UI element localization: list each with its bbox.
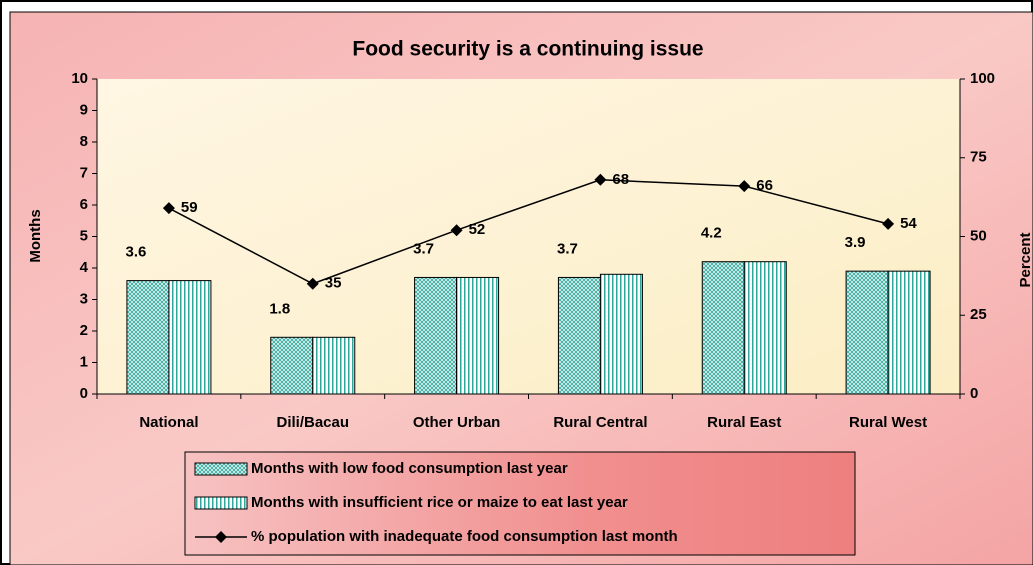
x-tick-label: Rural East bbox=[707, 414, 781, 431]
data-label: 66 bbox=[756, 177, 773, 194]
x-tick-label: Rural West bbox=[849, 414, 927, 431]
bar bbox=[126, 280, 170, 395]
y-axis-label: Months bbox=[27, 209, 44, 262]
y-tick-label: 9 bbox=[80, 101, 88, 118]
data-label: 1.8 bbox=[269, 300, 290, 317]
y2-axis-label: Percent bbox=[1017, 232, 1033, 287]
chart-title: Food security is a continuing issue bbox=[352, 38, 703, 61]
x-tick-label: Rural Central bbox=[553, 414, 647, 431]
marker bbox=[594, 173, 607, 186]
y-tick-label: 5 bbox=[80, 227, 88, 244]
y-tick-label: 10 bbox=[71, 70, 88, 87]
bar bbox=[312, 336, 356, 395]
legend-label: % population with inadequate food consum… bbox=[251, 528, 678, 545]
data-label: 52 bbox=[469, 221, 486, 238]
bar bbox=[845, 270, 889, 395]
y-tick-label: 3 bbox=[80, 290, 88, 307]
y2-tick-label: 25 bbox=[970, 306, 987, 323]
bar bbox=[887, 270, 931, 395]
legend-marker bbox=[215, 531, 227, 543]
data-label: 3.6 bbox=[125, 244, 146, 261]
data-label: 3.7 bbox=[557, 240, 578, 257]
y-tick-label: 2 bbox=[80, 322, 88, 339]
x-tick-label: Dili/Bacau bbox=[276, 414, 349, 431]
y-tick-label: 8 bbox=[80, 133, 88, 150]
marker bbox=[450, 224, 463, 237]
bar bbox=[168, 280, 212, 395]
marker bbox=[306, 277, 319, 290]
y-tick-label: 6 bbox=[80, 196, 88, 213]
y2-tick-label: 75 bbox=[970, 149, 987, 166]
bar bbox=[599, 273, 643, 395]
bar bbox=[743, 261, 787, 395]
x-tick-label: National bbox=[139, 414, 198, 431]
legend-label: Months with low food consumption last ye… bbox=[251, 460, 568, 477]
bar bbox=[414, 276, 458, 395]
marker bbox=[882, 217, 895, 230]
line bbox=[168, 179, 889, 285]
marker bbox=[162, 202, 175, 215]
y-tick-label: 1 bbox=[80, 353, 88, 370]
plot-area bbox=[97, 79, 960, 394]
marker bbox=[738, 180, 751, 193]
data-label: 68 bbox=[612, 171, 629, 188]
data-label: 35 bbox=[325, 275, 342, 292]
x-tick-label: Other Urban bbox=[413, 414, 501, 431]
y2-tick-label: 100 bbox=[970, 70, 995, 87]
data-label: 4.2 bbox=[701, 225, 722, 242]
data-label: 54 bbox=[900, 215, 917, 232]
legend-swatch bbox=[194, 462, 248, 476]
y-tick-label: 4 bbox=[80, 259, 89, 276]
data-label: 59 bbox=[181, 199, 198, 216]
legend-swatch bbox=[194, 496, 248, 510]
y2-tick-label: 50 bbox=[970, 227, 987, 244]
legend bbox=[184, 451, 856, 556]
bar bbox=[701, 261, 745, 395]
bar bbox=[270, 336, 314, 395]
y2-tick-label: 0 bbox=[970, 385, 978, 402]
y-tick-label: 7 bbox=[80, 164, 88, 181]
y-tick-label: 0 bbox=[80, 385, 88, 402]
bar bbox=[456, 276, 500, 395]
data-label: 3.9 bbox=[845, 234, 866, 251]
bar bbox=[557, 276, 601, 395]
legend-label: Months with insufficient rice or maize t… bbox=[251, 494, 628, 511]
